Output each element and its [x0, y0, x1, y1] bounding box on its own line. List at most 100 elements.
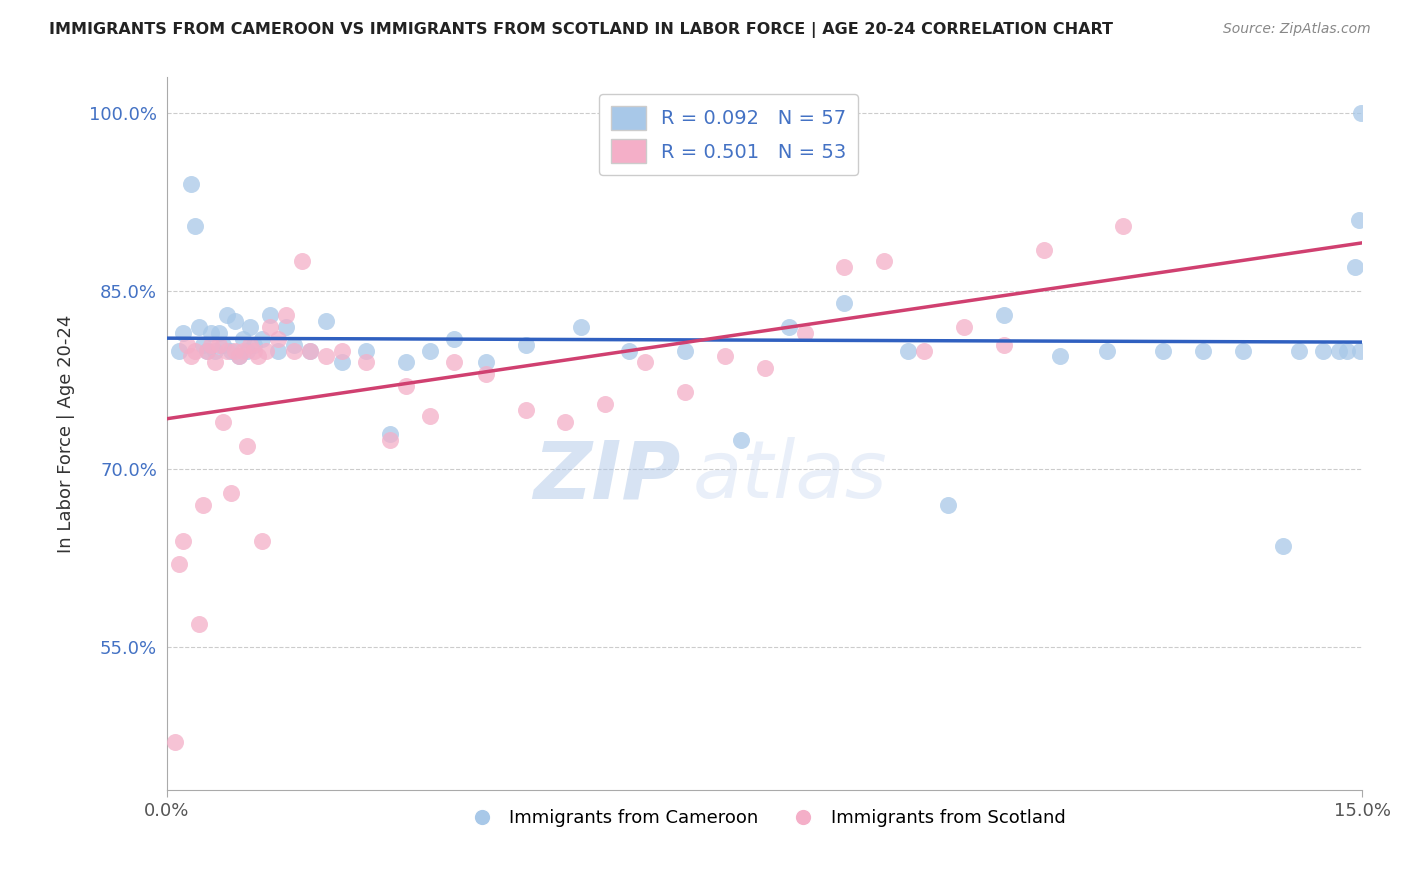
Point — [1232, 343, 1254, 358]
Point — [204, 355, 226, 369]
Point — [267, 343, 290, 358]
Point — [1288, 343, 1310, 358]
Point — [200, 326, 222, 340]
Point — [515, 337, 537, 351]
Point — [211, 337, 233, 351]
Point — [1336, 343, 1358, 358]
Point — [191, 498, 214, 512]
Point — [1350, 106, 1372, 120]
Point — [299, 343, 322, 358]
Point — [834, 260, 856, 275]
Point — [195, 343, 218, 358]
Point — [224, 314, 246, 328]
Point — [228, 350, 250, 364]
Point — [315, 350, 337, 364]
Point — [231, 343, 253, 358]
Point — [191, 337, 214, 351]
Point — [239, 319, 262, 334]
Point — [231, 332, 253, 346]
Point — [180, 178, 202, 192]
Point — [834, 296, 856, 310]
Point — [187, 616, 209, 631]
Point — [163, 735, 186, 749]
Point — [167, 558, 190, 572]
Point — [1032, 243, 1054, 257]
Point — [228, 350, 250, 364]
Point — [211, 415, 233, 429]
Point — [443, 332, 465, 346]
Point — [1347, 213, 1369, 227]
Text: atlas: atlas — [693, 437, 887, 516]
Point — [219, 343, 242, 358]
Point — [617, 343, 640, 358]
Point — [330, 355, 353, 369]
Point — [1192, 343, 1215, 358]
Point — [754, 361, 776, 376]
Point — [219, 486, 242, 500]
Point — [1049, 350, 1071, 364]
Point — [634, 355, 657, 369]
Text: ZIP: ZIP — [533, 437, 681, 516]
Point — [953, 319, 976, 334]
Point — [207, 326, 229, 340]
Point — [187, 319, 209, 334]
Point — [1152, 343, 1174, 358]
Point — [778, 319, 800, 334]
Point — [276, 319, 298, 334]
Point — [283, 337, 305, 351]
Point — [167, 343, 190, 358]
Point — [235, 438, 257, 452]
Point — [993, 337, 1015, 351]
Point — [1112, 219, 1135, 233]
Point — [1097, 343, 1119, 358]
Point — [247, 350, 270, 364]
Point — [235, 343, 257, 358]
Point — [207, 337, 229, 351]
Point — [254, 343, 277, 358]
Point — [239, 337, 262, 351]
Text: Source: ZipAtlas.com: Source: ZipAtlas.com — [1223, 22, 1371, 37]
Point — [215, 343, 238, 358]
Point — [243, 337, 266, 351]
Point — [283, 343, 305, 358]
Point — [252, 533, 274, 548]
Point — [673, 385, 696, 400]
Point — [1327, 343, 1350, 358]
Point — [183, 219, 205, 233]
Point — [474, 368, 496, 382]
Point — [267, 332, 290, 346]
Point — [252, 332, 274, 346]
Point — [395, 379, 418, 393]
Point — [215, 308, 238, 322]
Point — [419, 343, 441, 358]
Y-axis label: In Labor Force | Age 20-24: In Labor Force | Age 20-24 — [58, 315, 75, 553]
Point — [315, 314, 337, 328]
Point — [378, 433, 401, 447]
Point — [395, 355, 418, 369]
Point — [378, 426, 401, 441]
Point — [330, 343, 353, 358]
Point — [1271, 540, 1294, 554]
Point — [1348, 343, 1371, 358]
Point — [259, 319, 281, 334]
Point — [1312, 343, 1334, 358]
Point — [673, 343, 696, 358]
Point — [259, 308, 281, 322]
Point — [897, 343, 920, 358]
Point — [200, 337, 222, 351]
Text: IMMIGRANTS FROM CAMEROON VS IMMIGRANTS FROM SCOTLAND IN LABOR FORCE | AGE 20-24 : IMMIGRANTS FROM CAMEROON VS IMMIGRANTS F… — [49, 22, 1114, 38]
Point — [243, 343, 266, 358]
Point — [993, 308, 1015, 322]
Point — [172, 533, 194, 548]
Point — [224, 343, 246, 358]
Point — [183, 343, 205, 358]
Point — [793, 326, 815, 340]
Point — [1343, 260, 1365, 275]
Point — [554, 415, 576, 429]
Point — [291, 254, 314, 268]
Point — [204, 343, 226, 358]
Point — [713, 350, 735, 364]
Point — [593, 397, 616, 411]
Point — [569, 319, 592, 334]
Point — [730, 433, 752, 447]
